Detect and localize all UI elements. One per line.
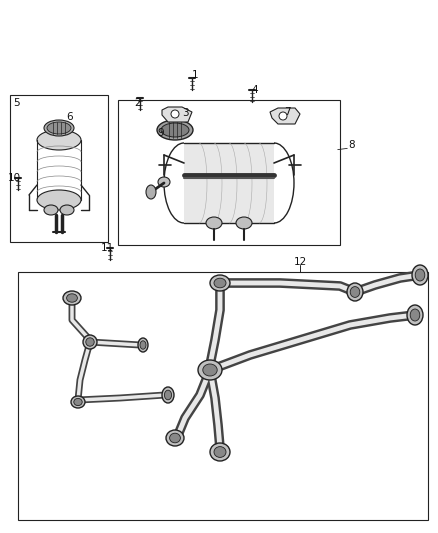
Ellipse shape	[162, 387, 174, 403]
Ellipse shape	[350, 287, 360, 297]
Text: 3: 3	[182, 108, 188, 118]
Text: 1: 1	[192, 70, 198, 80]
Ellipse shape	[214, 278, 226, 288]
Ellipse shape	[74, 398, 82, 406]
Polygon shape	[162, 107, 192, 122]
Ellipse shape	[60, 205, 74, 215]
Text: 4: 4	[252, 85, 258, 95]
Ellipse shape	[37, 130, 81, 150]
Text: 11: 11	[100, 243, 113, 253]
Ellipse shape	[210, 443, 230, 461]
Ellipse shape	[198, 360, 222, 380]
Bar	[18, 272, 428, 520]
Ellipse shape	[67, 294, 78, 302]
Text: 6: 6	[67, 112, 73, 122]
Text: 2: 2	[135, 98, 141, 108]
Ellipse shape	[44, 205, 58, 215]
Ellipse shape	[166, 430, 184, 446]
Text: 10: 10	[7, 173, 21, 183]
Bar	[10, 95, 108, 242]
Ellipse shape	[164, 390, 172, 400]
Ellipse shape	[407, 305, 423, 325]
Ellipse shape	[412, 265, 428, 285]
Ellipse shape	[71, 396, 85, 408]
Ellipse shape	[203, 364, 217, 376]
Ellipse shape	[236, 217, 252, 229]
Ellipse shape	[83, 335, 97, 349]
Ellipse shape	[157, 120, 193, 140]
Ellipse shape	[47, 122, 71, 134]
Text: 7: 7	[284, 107, 290, 117]
Ellipse shape	[140, 341, 146, 349]
Ellipse shape	[146, 185, 156, 199]
Text: 5: 5	[14, 98, 20, 108]
Text: 8: 8	[349, 140, 355, 150]
Ellipse shape	[415, 269, 425, 281]
Polygon shape	[270, 108, 300, 124]
Ellipse shape	[210, 275, 230, 291]
Ellipse shape	[214, 447, 226, 457]
Ellipse shape	[171, 110, 179, 118]
Ellipse shape	[170, 433, 180, 443]
Ellipse shape	[279, 112, 287, 120]
Ellipse shape	[138, 338, 148, 352]
Ellipse shape	[44, 120, 74, 136]
Ellipse shape	[63, 291, 81, 305]
Ellipse shape	[161, 123, 189, 137]
Text: 12: 12	[293, 257, 307, 267]
Text: 9: 9	[158, 128, 164, 138]
Ellipse shape	[37, 190, 81, 210]
Ellipse shape	[86, 338, 94, 346]
Ellipse shape	[158, 177, 170, 187]
Ellipse shape	[410, 309, 420, 321]
Ellipse shape	[347, 283, 363, 301]
Bar	[118, 100, 340, 245]
Ellipse shape	[206, 217, 222, 229]
Bar	[184, 143, 274, 223]
